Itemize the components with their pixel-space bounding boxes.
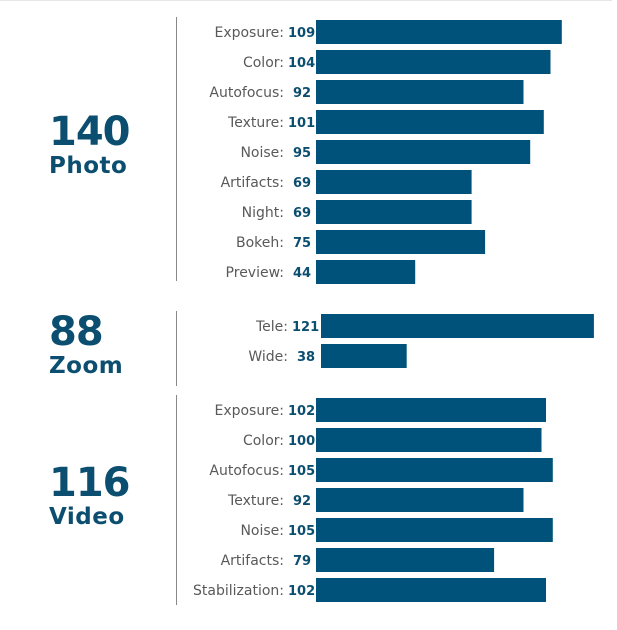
bar-video-1	[316, 428, 542, 452]
bar-value-video-1: 100	[288, 434, 315, 449]
bar-value-photo-1: 104	[288, 56, 315, 71]
bar-label-photo-1: Color:	[243, 55, 284, 71]
bar-value-photo-6: 69	[293, 206, 311, 221]
zoom-divider	[176, 311, 177, 386]
bar-label-photo-8: Preview:	[226, 265, 284, 281]
video-score: 116	[49, 460, 130, 506]
bar-video-3	[316, 488, 524, 512]
bar-value-photo-4: 95	[293, 146, 311, 161]
bar-photo-6	[316, 200, 472, 224]
bar-value-video-5: 79	[293, 554, 311, 569]
video-divider	[176, 395, 177, 605]
bar-photo-4	[316, 140, 531, 164]
video-label: Video	[49, 504, 125, 530]
bar-label-photo-3: Texture:	[227, 115, 284, 131]
bar-label-photo-0: Exposure:	[214, 25, 284, 41]
bar-video-0	[316, 398, 546, 422]
top-rule	[0, 0, 612, 1]
bar-value-video-3: 92	[293, 494, 311, 509]
photo-divider	[176, 17, 177, 281]
bar-label-video-3: Texture:	[227, 493, 284, 509]
bar-value-video-6: 102	[288, 584, 315, 599]
bar-label-video-5: Artifacts:	[221, 553, 284, 569]
bar-value-photo-3: 101	[288, 116, 315, 131]
bar-value-photo-2: 92	[293, 86, 311, 101]
bar-label-photo-6: Night:	[242, 205, 284, 221]
bar-zoom-1	[321, 344, 407, 368]
bar-photo-8	[316, 260, 416, 284]
bar-label-video-6: Stabilization:	[193, 583, 284, 599]
bar-label-zoom-1: Wide:	[248, 349, 288, 365]
bar-label-photo-5: Artifacts:	[221, 175, 284, 191]
photo-score-block: 140 Photo	[49, 112, 130, 178]
bar-video-2	[316, 458, 553, 482]
bar-label-photo-4: Noise:	[240, 145, 284, 161]
bar-video-5	[316, 548, 495, 572]
bar-label-video-4: Noise:	[240, 523, 284, 539]
video-score-block: 116 Video	[49, 463, 130, 529]
bar-value-photo-0: 109	[288, 26, 315, 41]
bar-value-photo-7: 75	[293, 236, 311, 251]
bar-photo-1	[316, 50, 551, 74]
bar-value-video-0: 102	[288, 404, 315, 419]
bar-label-zoom-0: Tele:	[255, 319, 288, 335]
bar-label-video-1: Color:	[243, 433, 284, 449]
bar-photo-7	[316, 230, 486, 254]
bar-value-video-4: 105	[288, 524, 315, 539]
bar-value-zoom-1: 38	[297, 350, 315, 365]
zoom-score: 88	[49, 309, 104, 355]
bar-value-photo-5: 69	[293, 176, 311, 191]
bar-photo-0	[316, 20, 562, 44]
bar-label-video-0: Exposure:	[214, 403, 284, 419]
bar-value-video-2: 105	[288, 464, 315, 479]
bar-photo-2	[316, 80, 524, 104]
bar-photo-3	[316, 110, 544, 134]
zoom-score-block: 88 Zoom	[49, 312, 123, 378]
bar-photo-5	[316, 170, 472, 194]
bar-label-photo-2: Autofocus:	[209, 85, 284, 101]
bar-value-zoom-0: 121	[292, 320, 319, 335]
bar-value-photo-8: 44	[293, 266, 311, 281]
photo-score: 140	[49, 109, 130, 155]
bar-label-video-2: Autofocus:	[209, 463, 284, 479]
bar-zoom-0	[321, 314, 594, 338]
bar-video-4	[316, 518, 553, 542]
zoom-label: Zoom	[49, 353, 124, 379]
bar-label-photo-7: Bokeh:	[236, 235, 284, 251]
photo-label: Photo	[49, 153, 128, 179]
bar-video-6	[316, 578, 546, 602]
